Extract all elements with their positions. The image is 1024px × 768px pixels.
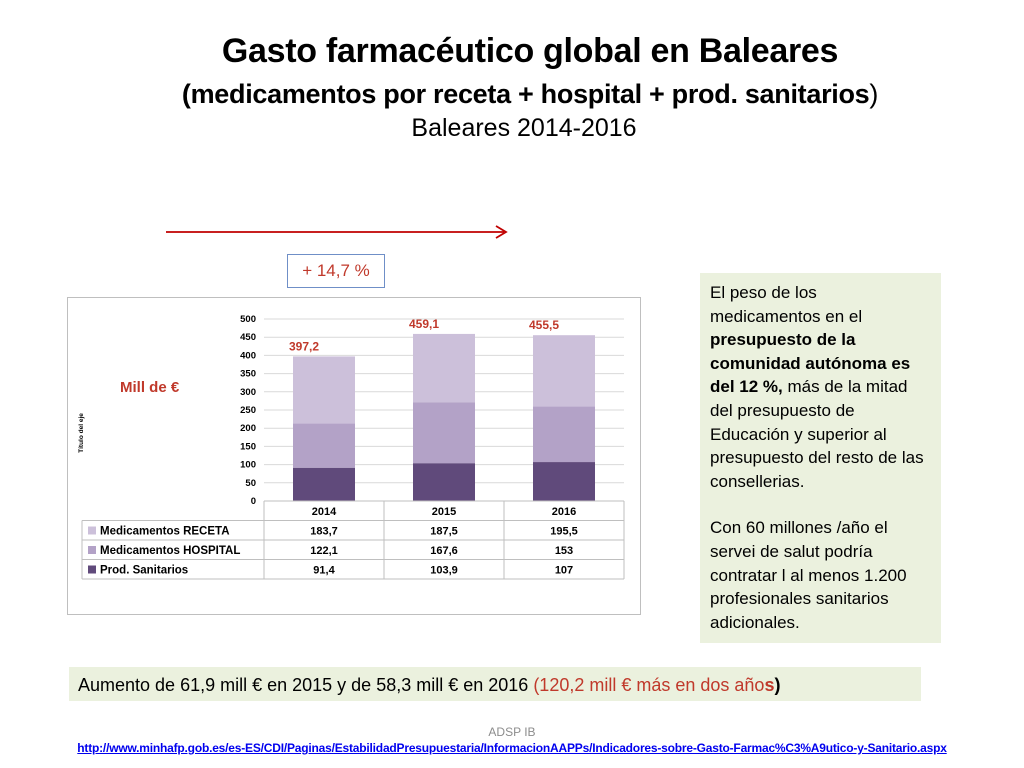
bottom-note-close: )	[774, 675, 781, 695]
data-value-label: 107	[555, 565, 573, 577]
y-tick-label: 350	[240, 369, 256, 380]
legend-label: Medicamentos RECETA	[100, 526, 230, 538]
legend-label: Medicamentos HOSPITAL	[100, 545, 240, 557]
bar-segment	[413, 333, 475, 403]
data-value-label: 167,6	[430, 545, 458, 557]
page-subtitle: (medicamentos por receta + hospital + pr…	[0, 79, 1024, 110]
side-note-text-b: más de la mitad del presupuesto de Educa…	[710, 377, 924, 491]
bar-segment	[533, 406, 595, 463]
bottom-note-red-bold: s	[764, 675, 775, 695]
legend-swatch	[88, 546, 96, 554]
bar-segment	[533, 335, 595, 407]
legend-swatch	[88, 526, 96, 535]
data-value-label: 153	[555, 545, 573, 557]
legend-label: Prod. Sanitarios	[100, 565, 188, 577]
unit-label: Mill de €	[120, 379, 180, 396]
data-value-label: 187,5	[430, 526, 458, 538]
y-tick-label: 400	[240, 350, 256, 361]
data-value-label: 195,5	[550, 526, 578, 538]
growth-badge: + 14,7 %	[287, 254, 385, 288]
y-axis-title: Título del eje	[78, 413, 85, 453]
subtitle-close: )	[869, 79, 879, 109]
bottom-note: Aumento de 61,9 mill € en 2015 y de 58,3…	[69, 667, 921, 701]
y-tick-label: 50	[245, 478, 256, 489]
data-value-label: 103,9	[430, 565, 458, 577]
side-note: El peso de los medicamentos en el presup…	[700, 273, 941, 643]
bottom-note-main: Aumento de 61,9 mill € en 2015 y de 58,3…	[78, 675, 534, 695]
period-label: Baleares 2014-2016	[411, 114, 637, 142]
data-value-label: 183,7	[310, 526, 338, 538]
y-tick-label: 200	[240, 423, 256, 434]
footer-org: ADSP IB	[488, 725, 536, 739]
total-label: 459,1	[409, 317, 439, 331]
stacked-bar-chart: 0 50 100 150 200 250 300 350 400 450 500 Título del…	[78, 314, 625, 580]
subtitle-main: (medicamentos por receta + hospital + pr…	[181, 79, 870, 109]
data-value-label: 122,1	[310, 545, 338, 557]
side-note-text-a: El peso de los medicamentos en el	[710, 283, 863, 326]
page-title: Gasto farmacéutico global en Baleares	[221, 32, 839, 70]
x-category-label: 2014	[312, 506, 337, 518]
bar-segment	[293, 423, 355, 468]
y-tick-label: 100	[240, 460, 256, 471]
source-link[interactable]: http://www.minhafp.gob.es/es-ES/CDI/Pagi…	[77, 741, 947, 755]
y-tick-label: 250	[240, 405, 256, 416]
y-tick-label: 500	[240, 314, 256, 325]
bar-segment	[413, 402, 475, 464]
legend-swatch	[88, 565, 96, 574]
side-note-paragraph-2: Con 60 millones /año el servei de salut …	[710, 518, 907, 632]
bar-segment	[293, 356, 355, 424]
y-tick-label: 300	[240, 387, 256, 398]
chart-frame: 0 50 100 150 200 250 300 350 400 450 500 Título del…	[67, 297, 641, 615]
bar-segment	[413, 463, 475, 501]
x-category-label: 2016	[552, 506, 576, 518]
y-tick-label: 0	[251, 496, 256, 507]
data-value-label: 91,4	[313, 565, 335, 577]
total-label: 397,2	[289, 339, 319, 353]
x-category-label: 2015	[432, 506, 456, 518]
total-label: 455,5	[529, 318, 559, 332]
y-tick-label: 450	[240, 332, 256, 343]
side-note-paragraph-1: El peso de los medicamentos en el presup…	[710, 281, 931, 493]
y-tick-label: 150	[240, 441, 256, 452]
bottom-note-red: (120,2 mill € más en dos año	[533, 675, 765, 695]
side-note-bold: presupuesto de la comunidad autónoma es …	[710, 330, 911, 397]
bar-segment	[533, 462, 595, 501]
growth-arrow-icon	[166, 225, 508, 239]
bar-segment	[293, 467, 355, 501]
